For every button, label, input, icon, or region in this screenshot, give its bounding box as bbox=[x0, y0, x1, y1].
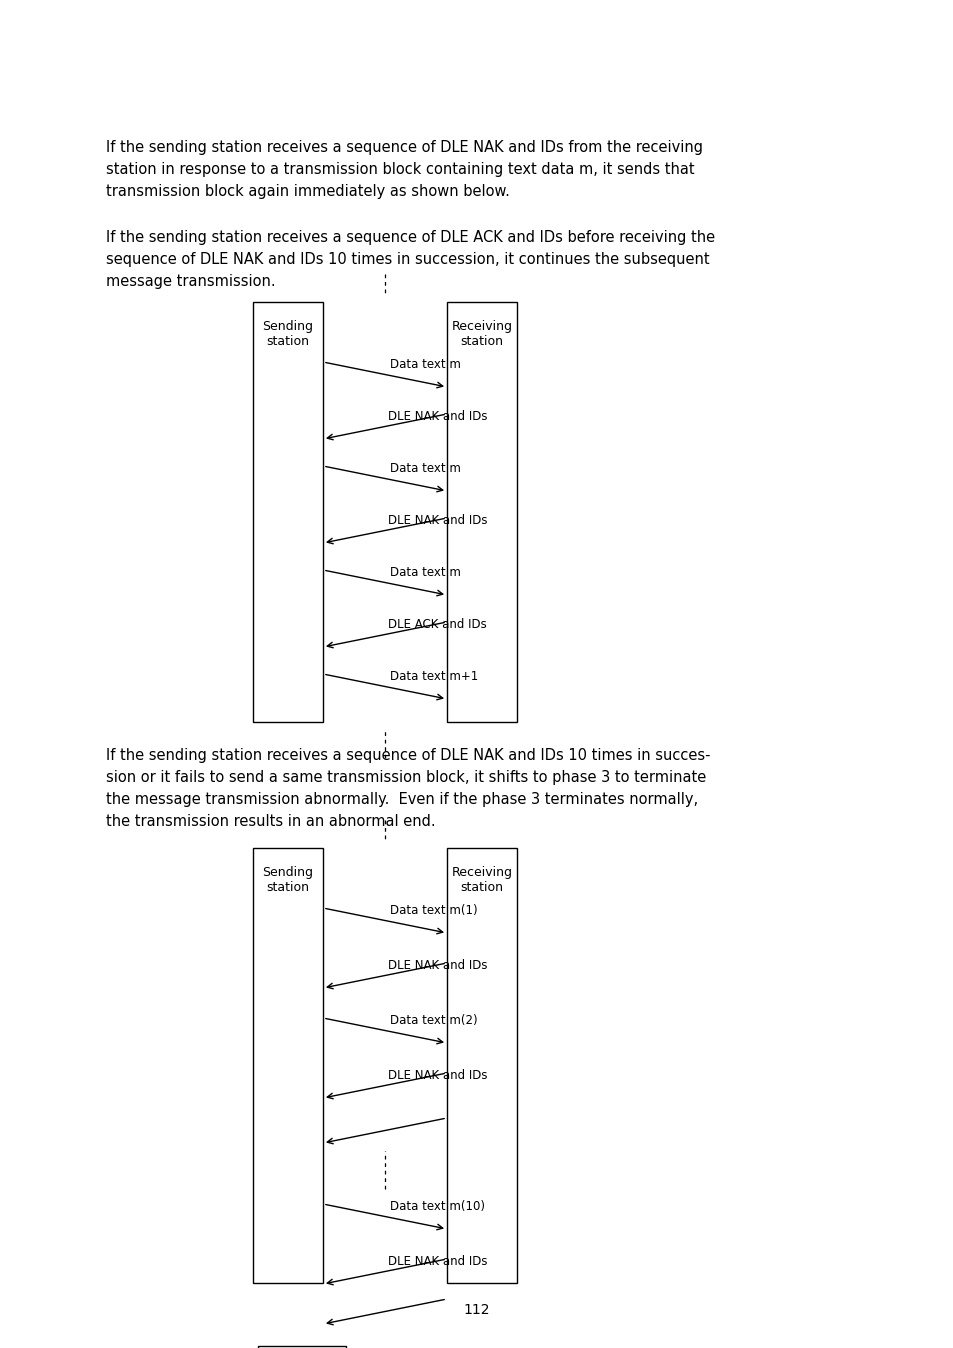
Text: DLE ACK and IDs: DLE ACK and IDs bbox=[388, 617, 486, 631]
Text: Data text m(2): Data text m(2) bbox=[390, 1014, 477, 1027]
Bar bbox=[253, 302, 323, 723]
Text: transmission block again immediately as shown below.: transmission block again immediately as … bbox=[106, 183, 509, 200]
Text: If the sending station receives a sequence of DLE NAK and IDs from the receiving: If the sending station receives a sequen… bbox=[106, 140, 702, 155]
Text: Data text m+1: Data text m+1 bbox=[390, 670, 477, 683]
Text: Sending
station: Sending station bbox=[262, 319, 314, 348]
Text: station in response to a transmission block containing text data m, it sends tha: station in response to a transmission bl… bbox=[106, 162, 694, 177]
Text: sion or it fails to send a same transmission block, it shifts to phase 3 to term: sion or it fails to send a same transmis… bbox=[106, 770, 705, 785]
Text: If the sending station receives a sequence of DLE NAK and IDs 10 times in succes: If the sending station receives a sequen… bbox=[106, 748, 710, 763]
Text: If the sending station receives a sequence of DLE ACK and IDs before receiving t: If the sending station receives a sequen… bbox=[106, 231, 715, 245]
Bar bbox=[447, 302, 517, 723]
Text: Data text m(10): Data text m(10) bbox=[390, 1200, 484, 1213]
Text: message transmission.: message transmission. bbox=[106, 274, 275, 288]
Text: Data text m(1): Data text m(1) bbox=[390, 905, 477, 917]
Text: Data text m: Data text m bbox=[390, 359, 460, 371]
Bar bbox=[253, 848, 323, 1283]
Text: the transmission results in an abnormal end.: the transmission results in an abnormal … bbox=[106, 814, 436, 829]
Text: the message transmission abnormally.  Even if the phase 3 terminates normally,: the message transmission abnormally. Eve… bbox=[106, 793, 698, 807]
Text: DLE NAK and IDs: DLE NAK and IDs bbox=[388, 514, 487, 527]
Bar bbox=[447, 848, 517, 1283]
Text: Receiving
station: Receiving station bbox=[451, 865, 512, 894]
Text: DLE NAK and IDs: DLE NAK and IDs bbox=[388, 958, 487, 972]
Bar bbox=[257, 1347, 346, 1348]
Text: Data text m: Data text m bbox=[390, 462, 460, 474]
Text: DLE NAK and IDs: DLE NAK and IDs bbox=[388, 410, 487, 423]
Text: Receiving
station: Receiving station bbox=[451, 319, 512, 348]
Text: sequence of DLE NAK and IDs 10 times in succession, it continues the subsequent: sequence of DLE NAK and IDs 10 times in … bbox=[106, 252, 709, 267]
Text: Sending
station: Sending station bbox=[262, 865, 314, 894]
Text: DLE NAK and IDs: DLE NAK and IDs bbox=[388, 1069, 487, 1082]
Text: DLE NAK and IDs: DLE NAK and IDs bbox=[388, 1255, 487, 1268]
Text: 112: 112 bbox=[463, 1304, 490, 1317]
Text: Data text m: Data text m bbox=[390, 566, 460, 580]
